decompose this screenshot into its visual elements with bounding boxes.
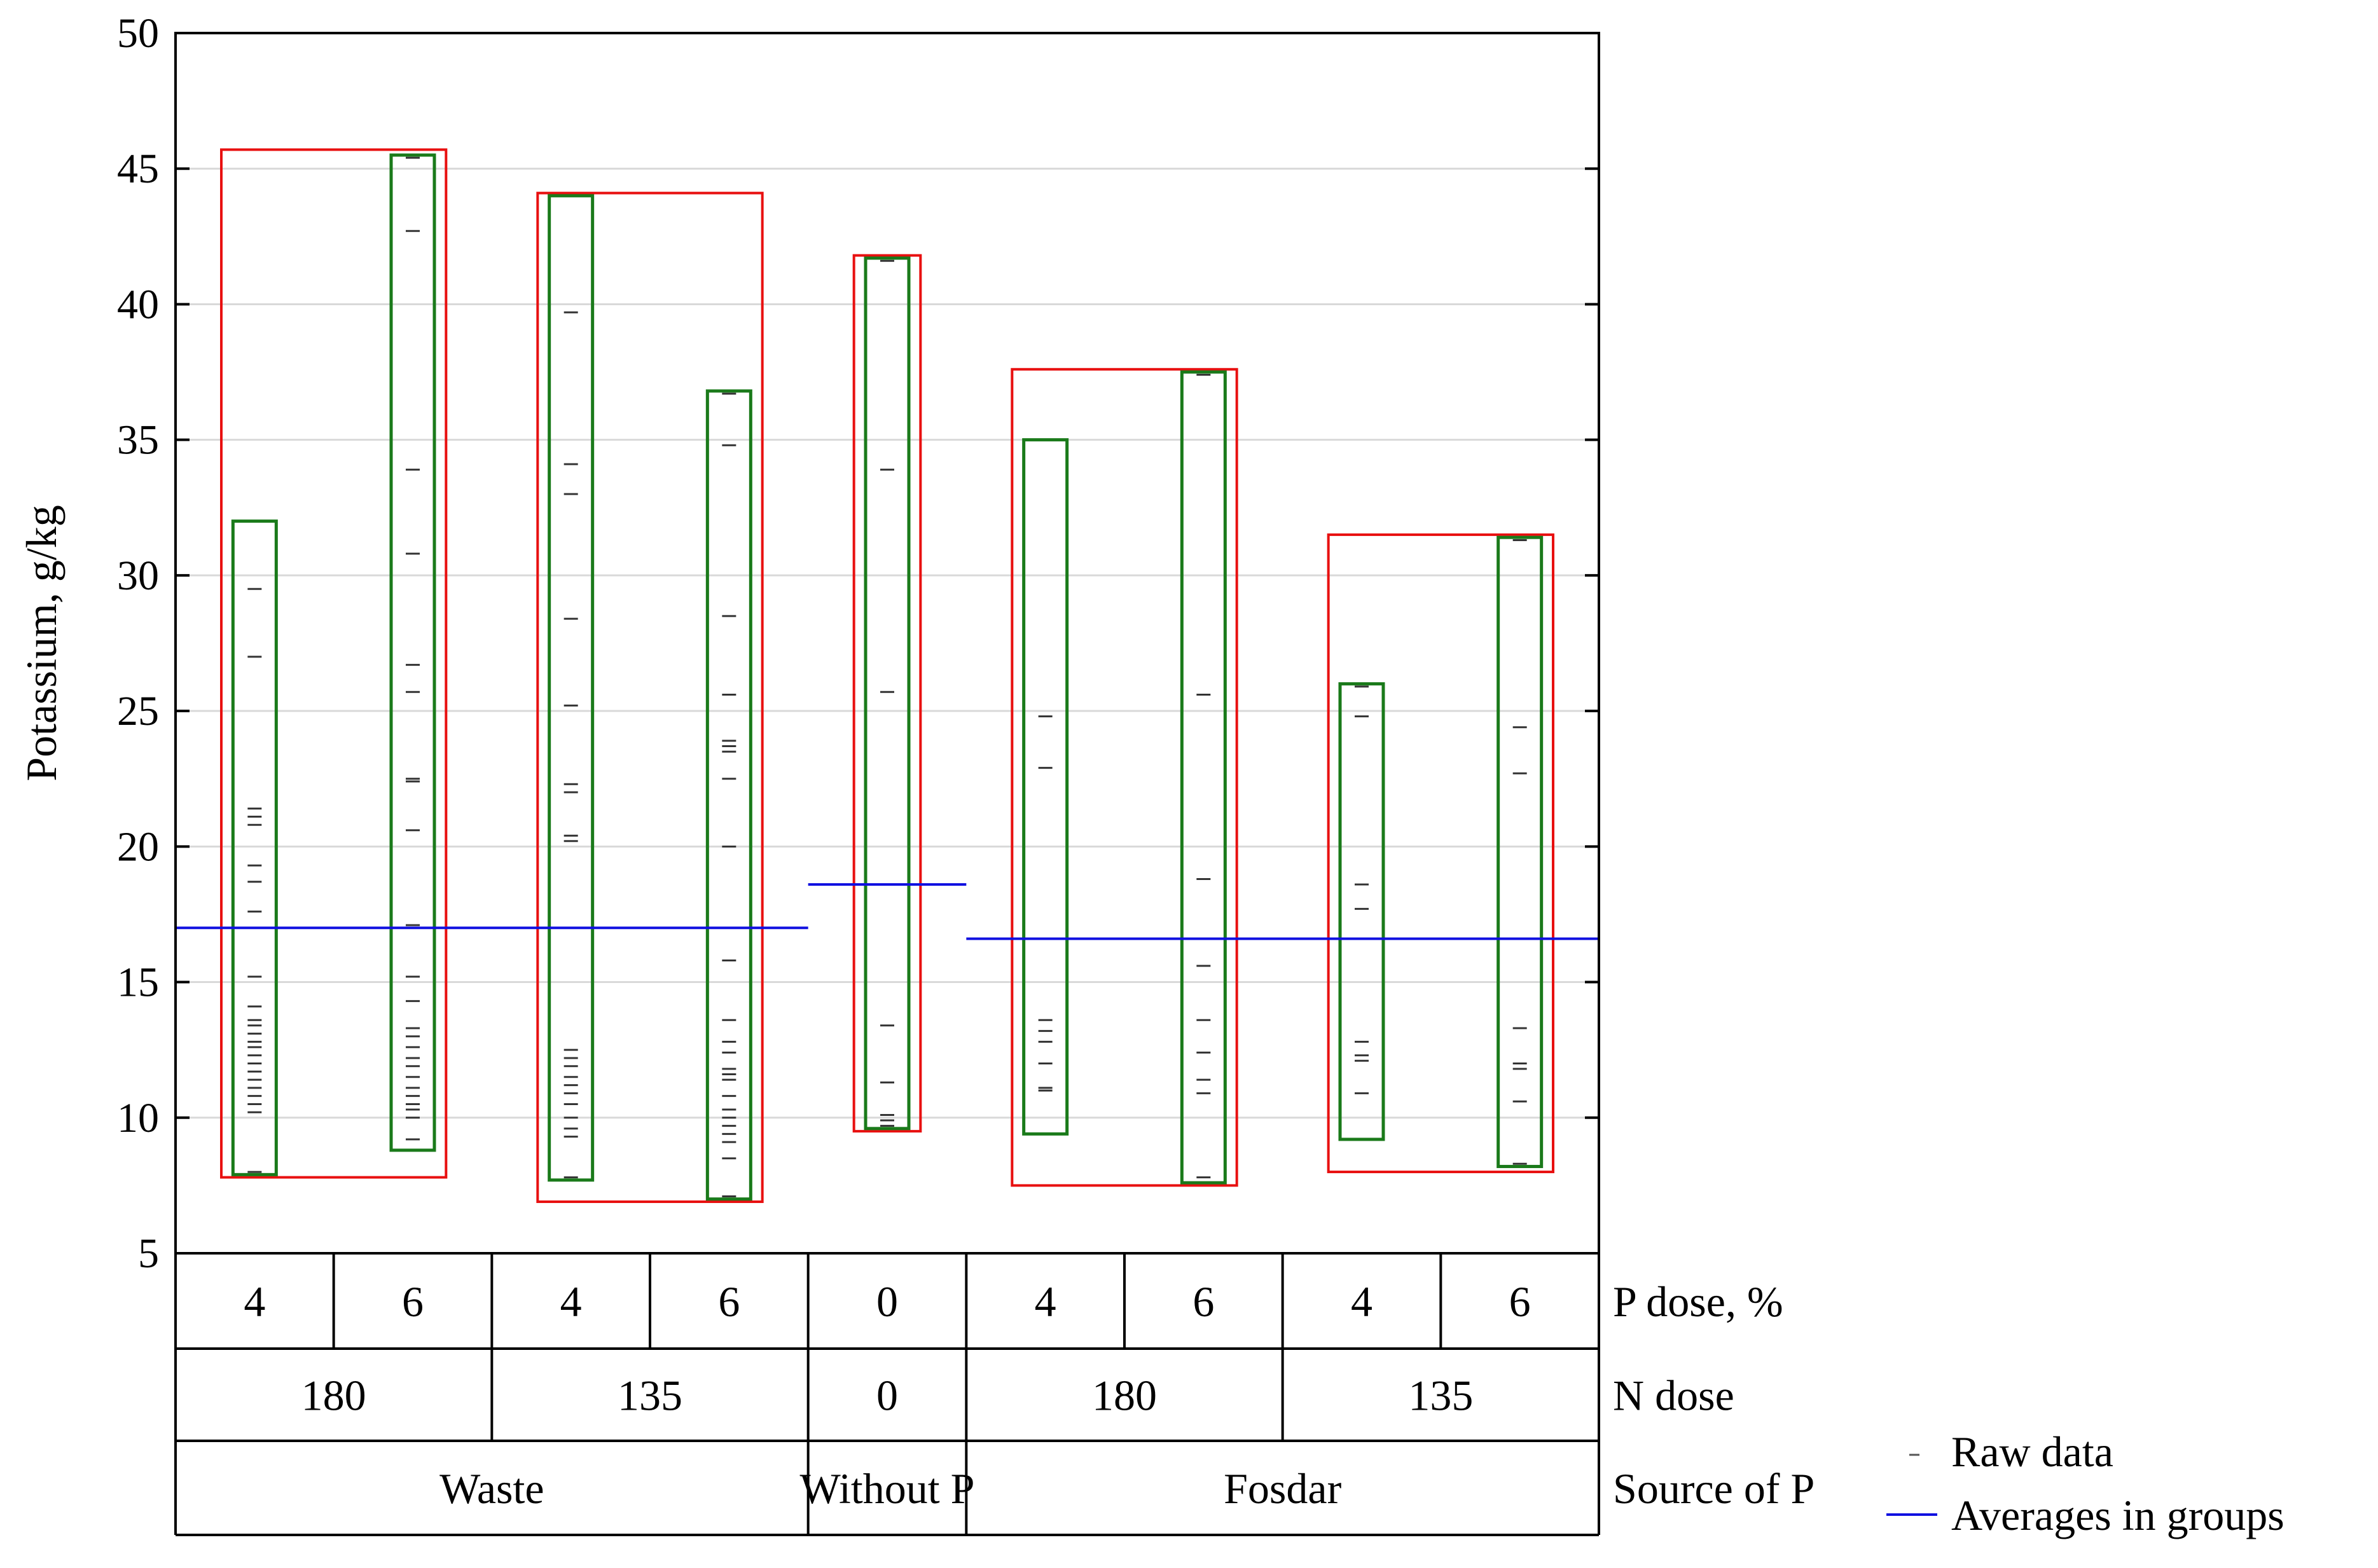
y-tick-label: 35 (117, 417, 159, 464)
category-label: 135 (1408, 1372, 1473, 1420)
cell-range-box (864, 256, 911, 1131)
category-label: 6 (718, 1277, 740, 1326)
cell-range-boxes (231, 153, 1544, 1201)
y-tick-label: 45 (117, 146, 159, 192)
category-label: 4 (244, 1277, 265, 1326)
cell-range-box (1022, 438, 1069, 1136)
plot-frame (174, 32, 1600, 1255)
category-label: 0 (876, 1277, 898, 1326)
category-label: 6 (402, 1277, 424, 1326)
y-tick-label: 25 (117, 688, 159, 734)
category-label: 135 (618, 1372, 682, 1420)
group-range-box (536, 191, 764, 1203)
category-label: 0 (876, 1372, 898, 1420)
legend: Raw data Averages in groups (1886, 1427, 2285, 1539)
cell-range-box (1338, 682, 1385, 1141)
category-label: 4 (560, 1277, 582, 1326)
category-label: 4 (1035, 1277, 1056, 1326)
y-tick-label: 5 (138, 1230, 159, 1277)
category-label: 180 (301, 1372, 366, 1420)
y-tick-label: 30 (117, 553, 159, 599)
group-range-box (852, 254, 922, 1133)
category-row-title: P dose, % (1613, 1277, 1783, 1326)
category-table: 4 6 4 6 0 4 6 4 6 P dose, % 180 135 0 180 135 N dose Was… (174, 1253, 1815, 1536)
category-row-title: Source of P (1613, 1464, 1815, 1513)
group-average-lines (176, 883, 1599, 940)
raw-data-marks (247, 156, 1527, 1197)
legend-label: Raw data (1951, 1427, 2113, 1476)
cell-range-box (548, 194, 595, 1182)
y-tick-label: 10 (117, 1095, 159, 1141)
category-label: Without P (800, 1464, 975, 1513)
y-tick-label: 15 (117, 959, 159, 1006)
cell-range-box (1180, 370, 1227, 1185)
group-range-box (220, 148, 448, 1179)
cell-range-box (705, 389, 752, 1201)
category-label: 6 (1509, 1277, 1531, 1326)
category-label: Fosdar (1224, 1464, 1341, 1513)
category-label: Waste (439, 1464, 544, 1513)
y-axis-ticks: 5 10 15 20 25 30 35 40 45 50 (117, 10, 1599, 1277)
group-range-box (1327, 533, 1555, 1174)
category-label: 4 (1351, 1277, 1372, 1326)
grid-lines (176, 167, 1599, 1119)
category-row-title: N dose (1613, 1372, 1734, 1420)
category-label: 6 (1192, 1277, 1214, 1326)
group-range-boxes (220, 148, 1555, 1203)
cell-range-box (1497, 535, 1544, 1169)
y-tick-label: 40 (117, 281, 159, 327)
y-axis-title: Potassium, g/kg (17, 505, 66, 781)
cell-range-box (231, 519, 278, 1176)
y-tick-label: 20 (117, 823, 159, 870)
cell-range-box (389, 153, 436, 1152)
category-label: 180 (1092, 1372, 1157, 1420)
legend-label: Averages in groups (1951, 1491, 2285, 1539)
group-range-box (1011, 368, 1238, 1187)
y-tick-label: 50 (117, 10, 159, 57)
